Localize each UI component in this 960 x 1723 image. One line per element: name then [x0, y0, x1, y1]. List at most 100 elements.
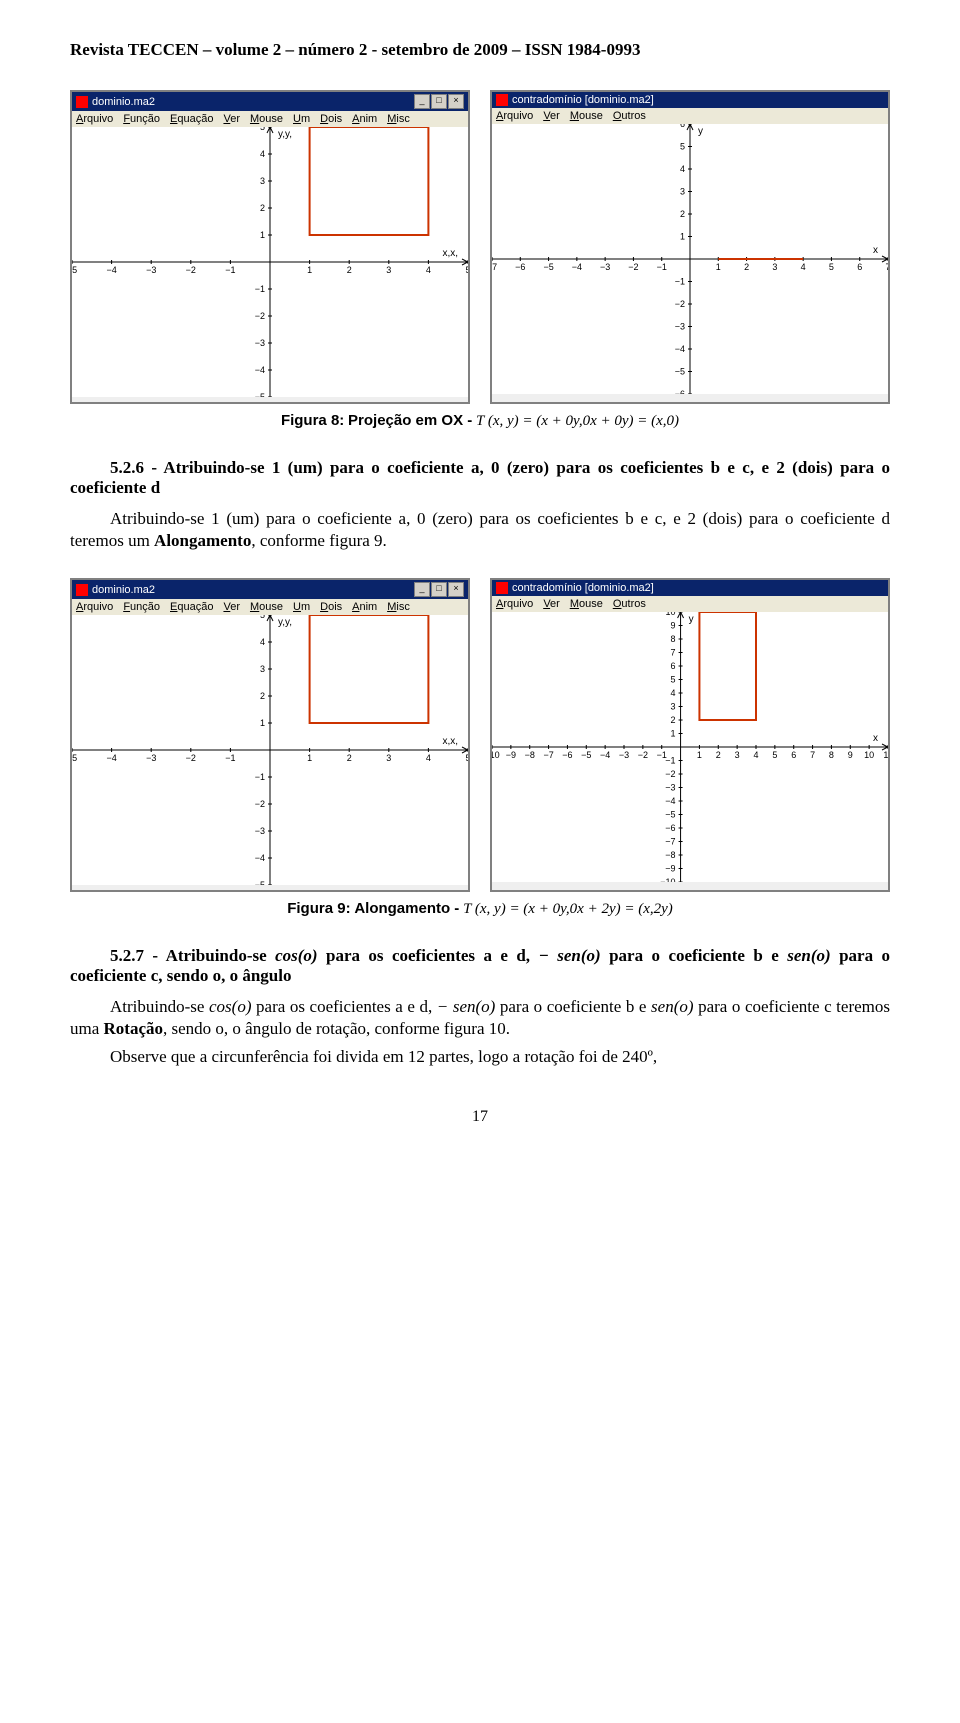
svg-text:9: 9 — [671, 621, 676, 631]
menu-item-dois[interactable]: Dois — [320, 113, 342, 125]
titlebar-text: contradomínio [dominio.ma2] — [512, 94, 884, 106]
svg-text:3: 3 — [671, 702, 676, 712]
svg-text:y,y,: y,y, — [278, 617, 292, 628]
figure-8-row: dominio.ma2 _ □ × ArquivoFunçãoEquaçãoVe… — [70, 90, 890, 404]
svg-text:x: x — [873, 733, 878, 744]
menu-item-arquivo[interactable]: Arquivo — [496, 598, 533, 610]
section-526-para: Atribuindo-se 1 (um) para o coeficiente … — [70, 508, 890, 552]
svg-text:2: 2 — [260, 203, 265, 213]
svg-text:−6: −6 — [515, 262, 525, 272]
menu-item-misc[interactable]: Misc — [387, 113, 410, 125]
figure-label: Figura 9: — [287, 900, 350, 917]
menu-item-anim[interactable]: Anim — [352, 113, 377, 125]
menubar-contra-2[interactable]: Arquivo Ver Mouse Outros — [492, 596, 888, 612]
svg-text:2: 2 — [347, 265, 352, 275]
svg-text:9: 9 — [848, 750, 853, 760]
svg-text:−6: −6 — [675, 389, 685, 394]
svg-text:y,y,: y,y, — [278, 129, 292, 140]
svg-text:−2: −2 — [255, 311, 265, 321]
svg-text:−10: −10 — [660, 877, 675, 882]
menu-item-um[interactable]: Um — [293, 113, 310, 125]
figure-9-row: dominio.ma2 _ □ × Arquivo Função Equação Ve… — [70, 578, 890, 892]
menu-item-mouse[interactable]: Mouse — [570, 110, 603, 122]
svg-text:−9: −9 — [506, 750, 516, 760]
svg-text:−5: −5 — [255, 880, 265, 885]
menu-item-arquivo[interactable]: Arquivo — [76, 113, 113, 125]
menu-item-mouse[interactable]: Mouse — [570, 598, 603, 610]
svg-text:−5: −5 — [665, 810, 675, 820]
minimize-button[interactable]: _ — [414, 94, 430, 109]
svg-text:4: 4 — [671, 688, 676, 698]
menu-item-arquivo[interactable]: Arquivo — [496, 110, 533, 122]
menubar-contra-1[interactable]: Arquivo Ver Mouse Outros — [492, 108, 888, 124]
section-527-para1: Atribuindo-se cos(o) para os coeficiente… — [70, 996, 890, 1040]
menu-item-anim[interactable]: Anim — [352, 601, 377, 613]
section-527-para2: Observe que a circunferência foi divida … — [70, 1046, 890, 1068]
menu-item-dois[interactable]: Dois — [320, 601, 342, 613]
svg-text:8: 8 — [829, 750, 834, 760]
svg-text:−2: −2 — [665, 769, 675, 779]
menu-item-outros[interactable]: Outros — [613, 598, 646, 610]
svg-text:5: 5 — [680, 142, 685, 152]
svg-text:3: 3 — [735, 750, 740, 760]
window-contradominio-2: contradomínio [dominio.ma2] Arquivo Ver Mo… — [490, 578, 890, 892]
maximize-button[interactable]: □ — [431, 94, 447, 109]
svg-text:6: 6 — [791, 750, 796, 760]
svg-text:4: 4 — [801, 262, 806, 272]
svg-text:7: 7 — [810, 750, 815, 760]
menu-item-ver[interactable]: Ver — [223, 113, 240, 125]
minimize-button[interactable]: _ — [414, 582, 430, 597]
plot-contra-2: −10−9−8−7−6−5−4−3−2−11234567891011−10−9−… — [492, 612, 888, 882]
svg-text:−7: −7 — [665, 837, 675, 847]
window-dominio: dominio.ma2 _ □ × ArquivoFunçãoEquaçãoVe… — [70, 90, 470, 404]
titlebar-text: contradomínio [dominio.ma2] — [512, 582, 884, 594]
menu-item-equação[interactable]: Equação — [170, 113, 213, 125]
titlebar-contra-1: contradomínio [dominio.ma2] — [492, 92, 888, 108]
svg-text:1: 1 — [716, 262, 721, 272]
caption-figure-8: Figura 8: Projeção em OX - T (x, y) = (x… — [70, 412, 890, 430]
menubar-dominio-2[interactable]: Arquivo Função Equação Ver Mouse Um Dois Anim Mi… — [72, 599, 468, 615]
svg-text:2: 2 — [716, 750, 721, 760]
menu-item-equação[interactable]: Equação — [170, 601, 213, 613]
svg-text:10: 10 — [666, 612, 676, 617]
svg-text:−2: −2 — [638, 750, 648, 760]
menu-item-ver[interactable]: Ver — [543, 110, 560, 122]
maximize-button[interactable]: □ — [431, 582, 447, 597]
svg-text:−8: −8 — [525, 750, 535, 760]
svg-text:1: 1 — [697, 750, 702, 760]
titlebar-text: dominio.ma2 — [92, 584, 414, 596]
menu-item-função[interactable]: Função — [123, 601, 160, 613]
menu-item-misc[interactable]: Misc — [387, 601, 410, 613]
app-icon — [76, 584, 88, 596]
svg-text:−1: −1 — [665, 756, 675, 766]
svg-text:−1: −1 — [225, 265, 235, 275]
menu-item-mouse[interactable]: Mouse — [250, 113, 283, 125]
menu-item-ver[interactable]: Ver — [543, 598, 560, 610]
svg-text:1: 1 — [307, 265, 312, 275]
svg-text:2: 2 — [671, 715, 676, 725]
svg-text:3: 3 — [260, 176, 265, 186]
svg-text:x,x,: x,x, — [442, 248, 458, 259]
svg-text:−4: −4 — [572, 262, 582, 272]
svg-text:x: x — [873, 245, 878, 256]
svg-text:4: 4 — [260, 637, 265, 647]
svg-text:−2: −2 — [186, 753, 196, 763]
svg-text:−4: −4 — [600, 750, 610, 760]
svg-text:−2: −2 — [628, 262, 638, 272]
svg-text:−9: −9 — [665, 864, 675, 874]
svg-text:5: 5 — [829, 262, 834, 272]
close-button[interactable]: × — [448, 94, 464, 109]
menu-item-um[interactable]: Um — [293, 601, 310, 613]
svg-text:−3: −3 — [665, 783, 675, 793]
menubar-dominio[interactable]: Arquivo Função Equação Ver Mouse Um Dois Anim Mi… — [72, 111, 468, 127]
close-button[interactable]: × — [448, 582, 464, 597]
running-header: Revista TECCEN – volume 2 – número 2 - s… — [70, 40, 890, 60]
menu-item-arquivo[interactable]: Arquivo — [76, 601, 113, 613]
menu-item-mouse[interactable]: Mouse — [250, 601, 283, 613]
menu-item-função[interactable]: Função — [123, 113, 160, 125]
menu-item-outros[interactable]: Outros — [613, 110, 646, 122]
menu-item-ver[interactable]: Ver — [223, 601, 240, 613]
page-number: 17 — [70, 1108, 890, 1126]
svg-text:4: 4 — [260, 149, 265, 159]
figure-label: Figura 8: — [281, 412, 344, 429]
